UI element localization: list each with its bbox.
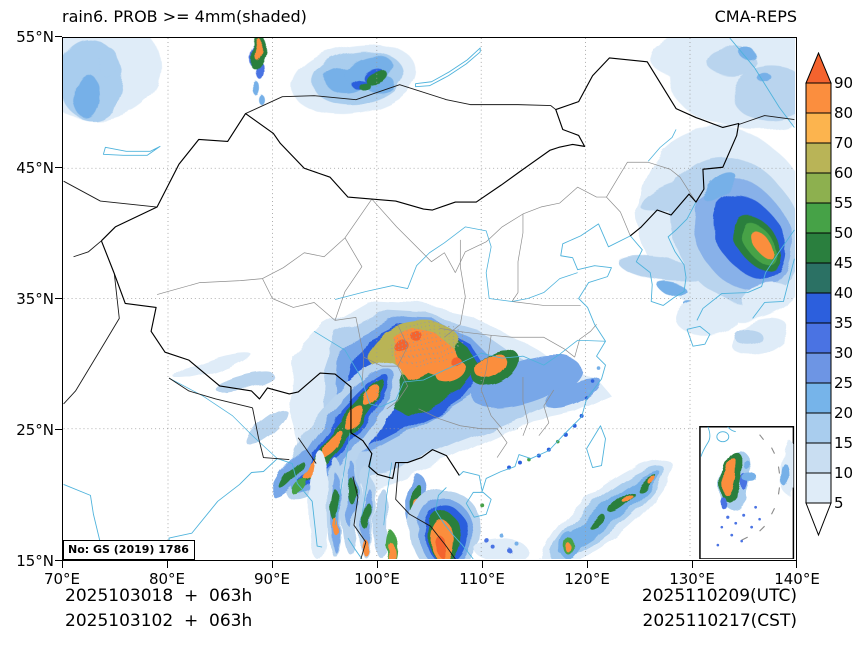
colorbar-label: 20 (834, 404, 854, 422)
country-borders (63, 84, 795, 559)
colorbar-label: 60 (834, 164, 854, 182)
x-tick (167, 561, 169, 568)
x-tick (377, 561, 379, 568)
precip-shading (63, 38, 795, 559)
colorbar-label: 70 (834, 134, 854, 152)
model-label: CMA-REPS (714, 7, 797, 26)
y-tick (55, 429, 62, 431)
colorbar-label: 45 (834, 254, 854, 272)
colorbar-label: 30 (834, 344, 854, 362)
colorbar-under-arrow (805, 502, 832, 537)
x-tick-label: 140°E (774, 570, 820, 588)
map-plot (62, 37, 797, 561)
y-tick (55, 167, 62, 169)
x-tick-label: 110°E (459, 570, 505, 588)
init-time-cst: 2025103102 + 063h (65, 611, 253, 631)
colorbar-label: 10 (834, 464, 854, 482)
y-tick-label: 45°N (16, 159, 54, 177)
colorbar-label: 50 (834, 224, 854, 242)
license-badge: No: GS (2019) 1786 (63, 540, 195, 560)
valid-time-utc: 2025110209(UTC) (641, 586, 797, 606)
coastlines (63, 38, 795, 559)
colorbar-label: 25 (834, 374, 854, 392)
x-tick (62, 561, 64, 568)
y-tick (55, 36, 62, 38)
colorbar-label: 55 (834, 194, 854, 212)
colorbar-label: 15 (834, 434, 854, 452)
x-tick-label: 80°E (148, 570, 186, 588)
y-tick-label: 15°N (16, 552, 54, 570)
nine-dash-line (741, 434, 781, 541)
colorbar-cells (805, 82, 832, 504)
china-border (100, 57, 740, 480)
inset-map (699, 426, 795, 559)
init-time-utc: 2025103018 + 063h (65, 586, 253, 606)
valid-time-cst: 2025110217(CST) (642, 611, 797, 631)
x-tick-label: 130°E (669, 570, 715, 588)
y-tick-label: 25°N (16, 421, 54, 439)
x-tick (482, 561, 484, 568)
x-tick-label: 70°E (43, 570, 81, 588)
y-tick (55, 560, 62, 562)
colorbar-label: 80 (834, 104, 854, 122)
colorbar-over-arrow (805, 51, 832, 84)
x-tick (587, 561, 589, 568)
colorbar-label: 5 (834, 494, 844, 512)
x-tick (796, 561, 798, 568)
province-boundaries (156, 161, 697, 458)
colorbar (805, 51, 832, 542)
gridlines (63, 38, 795, 559)
colorbar-label: 35 (834, 314, 854, 332)
colorbar-label: 90 (834, 74, 854, 92)
x-tick (692, 561, 694, 568)
y-tick-label: 55°N (16, 28, 54, 46)
x-tick-label: 120°E (564, 570, 610, 588)
colorbar-svg (805, 51, 832, 537)
y-tick (55, 298, 62, 300)
page-title: rain6. PROB >= 4mm(shaded) (62, 7, 307, 26)
y-tick-label: 35°N (16, 290, 54, 308)
x-tick-label: 90°E (253, 570, 291, 588)
colorbar-label: 40 (834, 284, 854, 302)
x-tick-label: 100°E (354, 570, 400, 588)
map-svg (63, 38, 795, 559)
x-tick (272, 561, 274, 568)
